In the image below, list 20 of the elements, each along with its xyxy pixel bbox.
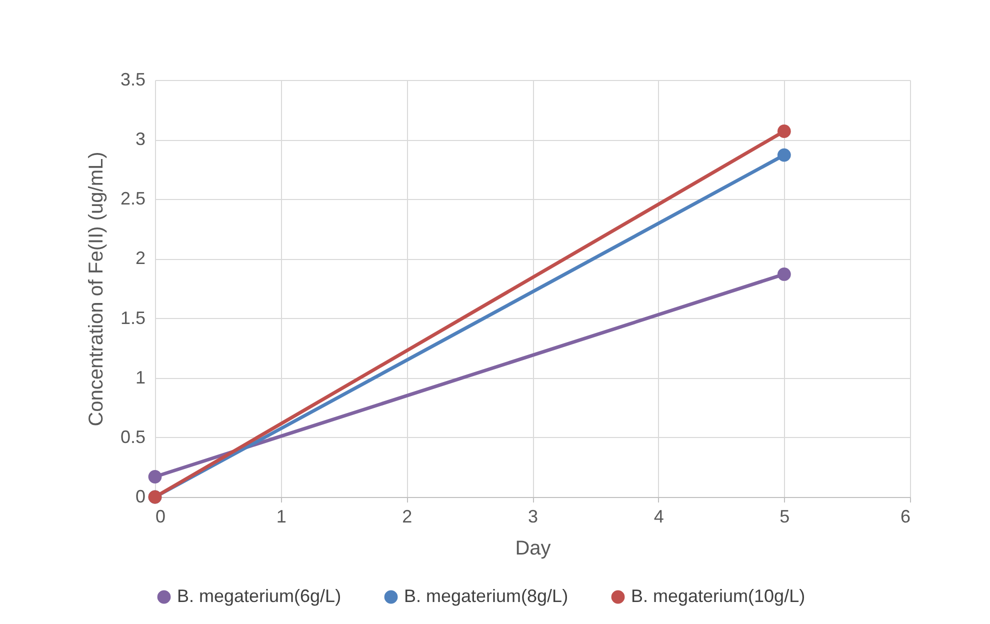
x-tick-label: 0 — [156, 506, 166, 526]
x-axis-title: Day — [515, 538, 551, 560]
y-tick-label: 1.5 — [120, 308, 146, 328]
x-tick-label: 4 — [654, 506, 664, 526]
y-tick-label: 3.5 — [120, 70, 146, 90]
x-tick-label: 2 — [402, 506, 412, 526]
x-tick-label: 1 — [276, 506, 286, 526]
x-tick-label: 6 — [900, 506, 910, 526]
y-tick-label: 0 — [135, 486, 146, 506]
y-tick-label: 2.5 — [120, 188, 146, 209]
legend-label: B. megaterium(8g/L) — [404, 586, 568, 606]
y-tick-label: 0.5 — [120, 426, 146, 447]
y-tick-label: 2 — [135, 248, 146, 268]
legend-label: B. megaterium(6g/L) — [177, 586, 342, 606]
legend-label: B. megaterium(10g/L) — [631, 586, 806, 606]
y-tick-label: 1 — [135, 367, 146, 388]
x-tick-label: 5 — [780, 506, 790, 526]
x-tick-label: 3 — [528, 506, 538, 526]
y-axis-title: Concentration of Fe(II) (ug/mL) — [85, 152, 108, 426]
y-tick-label: 3 — [135, 129, 146, 150]
